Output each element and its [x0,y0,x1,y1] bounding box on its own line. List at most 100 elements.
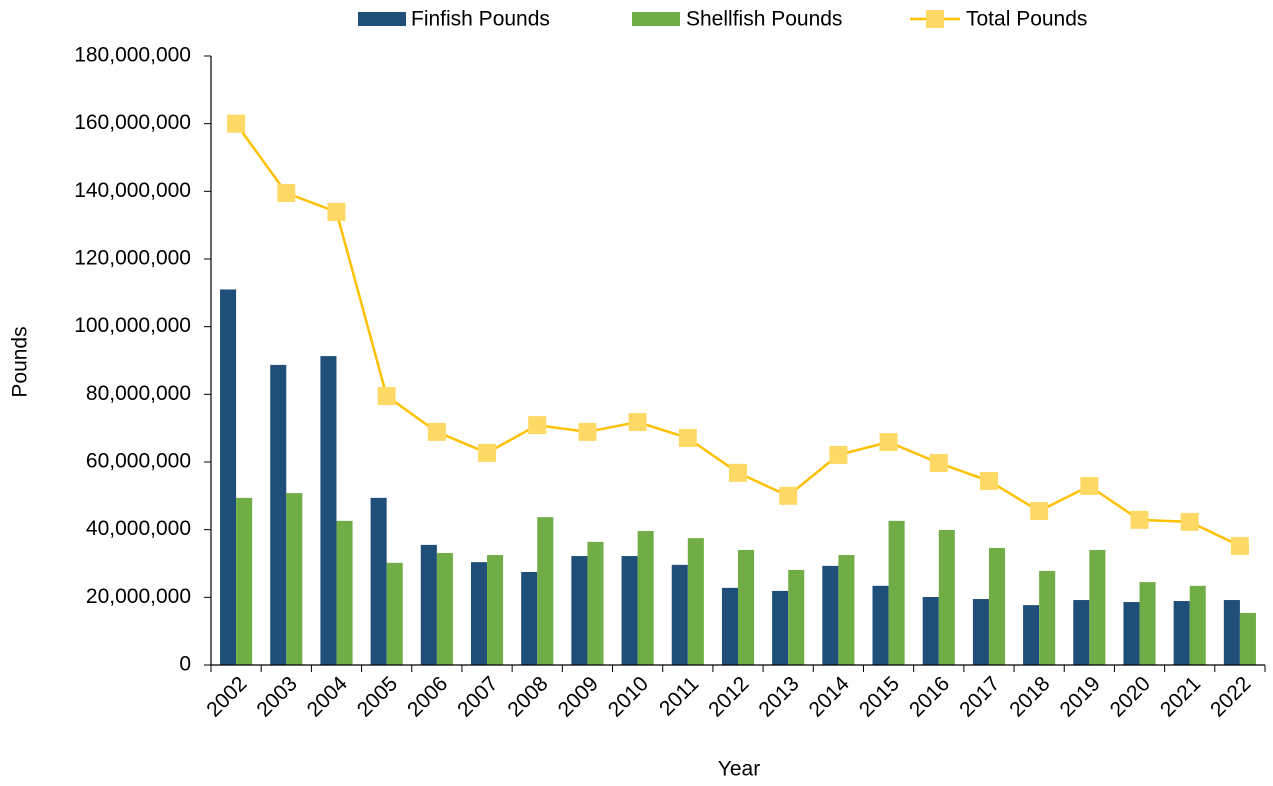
x-tick-label: 2004 [303,672,353,722]
legend-swatch [926,10,944,28]
bar [1073,600,1090,665]
marker [1030,502,1049,521]
bar [220,289,237,665]
x-tick-label: 2010 [604,672,653,721]
x-tick-label: 2014 [805,672,855,722]
bar [1039,570,1056,665]
bar [772,590,789,665]
x-axis-label: Year [718,758,760,781]
bar [922,596,939,665]
y-tick-label: 100,000,000 [74,314,191,337]
bar [487,555,504,665]
marker [929,454,948,473]
x-tick-label: 2002 [202,672,251,721]
y-tick-label: 0 [179,653,191,676]
legend: Finfish Pounds Shellfish Pounds Total Po… [358,8,1087,31]
x-tick-label: 2011 [655,672,703,720]
bar [587,541,604,665]
x-tick-label: 2022 [1206,672,1255,721]
bar [621,556,638,665]
y-tick-label: 20,000,000 [86,585,191,608]
x-tick-label: 2012 [704,672,753,721]
bar [286,493,303,665]
bar [721,587,738,665]
bar [938,530,955,665]
bar [738,549,755,665]
bar [788,569,805,665]
x-tick-label: 2008 [503,672,552,721]
bar [420,544,437,665]
bar [270,364,287,665]
y-tick-label: 140,000,000 [74,179,191,202]
bar [1123,602,1140,665]
marker [678,428,697,447]
bar [838,555,855,665]
x-tick-label: 2006 [403,672,452,721]
bar [687,538,704,665]
bar [320,356,337,665]
marker [478,443,497,462]
x-tick-label: 2017 [955,672,1004,721]
x-tick-label: 2016 [905,672,954,721]
bar [370,497,387,665]
bar [1189,585,1206,665]
bar [988,547,1006,665]
x-tick-label: 2019 [1055,672,1104,721]
marker [427,422,446,441]
marker [729,463,747,482]
legend-label: Total Pounds [966,8,1087,31]
bar [571,556,588,665]
marker [1080,477,1099,496]
bar [1023,605,1040,665]
bar [236,497,253,665]
x-tick-label: 2007 [453,672,502,721]
marker [1130,510,1149,529]
bar [671,564,688,665]
bar [1173,601,1190,665]
bar [1239,612,1256,665]
bar [386,562,403,665]
bar [1089,549,1106,665]
legend-swatch [358,12,406,26]
marker [879,433,898,452]
bar [521,571,538,665]
bar [1223,600,1240,665]
bar [822,565,839,665]
bar [1139,582,1156,665]
bar [888,520,905,665]
marker [277,184,296,203]
y-tick-label: 120,000,000 [74,247,191,270]
marker [1180,512,1199,531]
marker [829,445,848,464]
x-tick-label: 2015 [855,672,904,721]
marker [578,422,597,441]
bar [872,585,889,665]
y-tick-label: 80,000,000 [86,382,191,405]
x-tick-label: 2021 [1156,672,1205,721]
y-axis-label: Pounds [9,326,32,397]
x-tick-label: 2020 [1106,672,1155,721]
marker [528,416,547,435]
y-tick-label: 60,000,000 [86,450,191,473]
x-tick-label: 2003 [252,672,301,721]
x-tick-label: 2013 [754,672,803,721]
y-tick-label: 40,000,000 [86,517,191,540]
y-tick-label: 160,000,000 [74,111,191,134]
marker [779,486,798,505]
legend-label: Shellfish Pounds [686,8,842,31]
x-tick-label: 2005 [353,672,402,721]
bar [972,599,989,665]
x-tick-label: 2009 [554,672,603,721]
legend-swatch [632,12,680,26]
bar [336,520,353,665]
marker [327,202,346,221]
bar [537,517,554,665]
bar [436,553,453,665]
y-tick-label: 180,000,000 [74,44,191,67]
marker [377,387,396,406]
legend-label: Finfish Pounds [411,8,550,31]
x-tick-label: 2018 [1005,672,1054,721]
marker [979,471,998,490]
marker [227,114,246,133]
